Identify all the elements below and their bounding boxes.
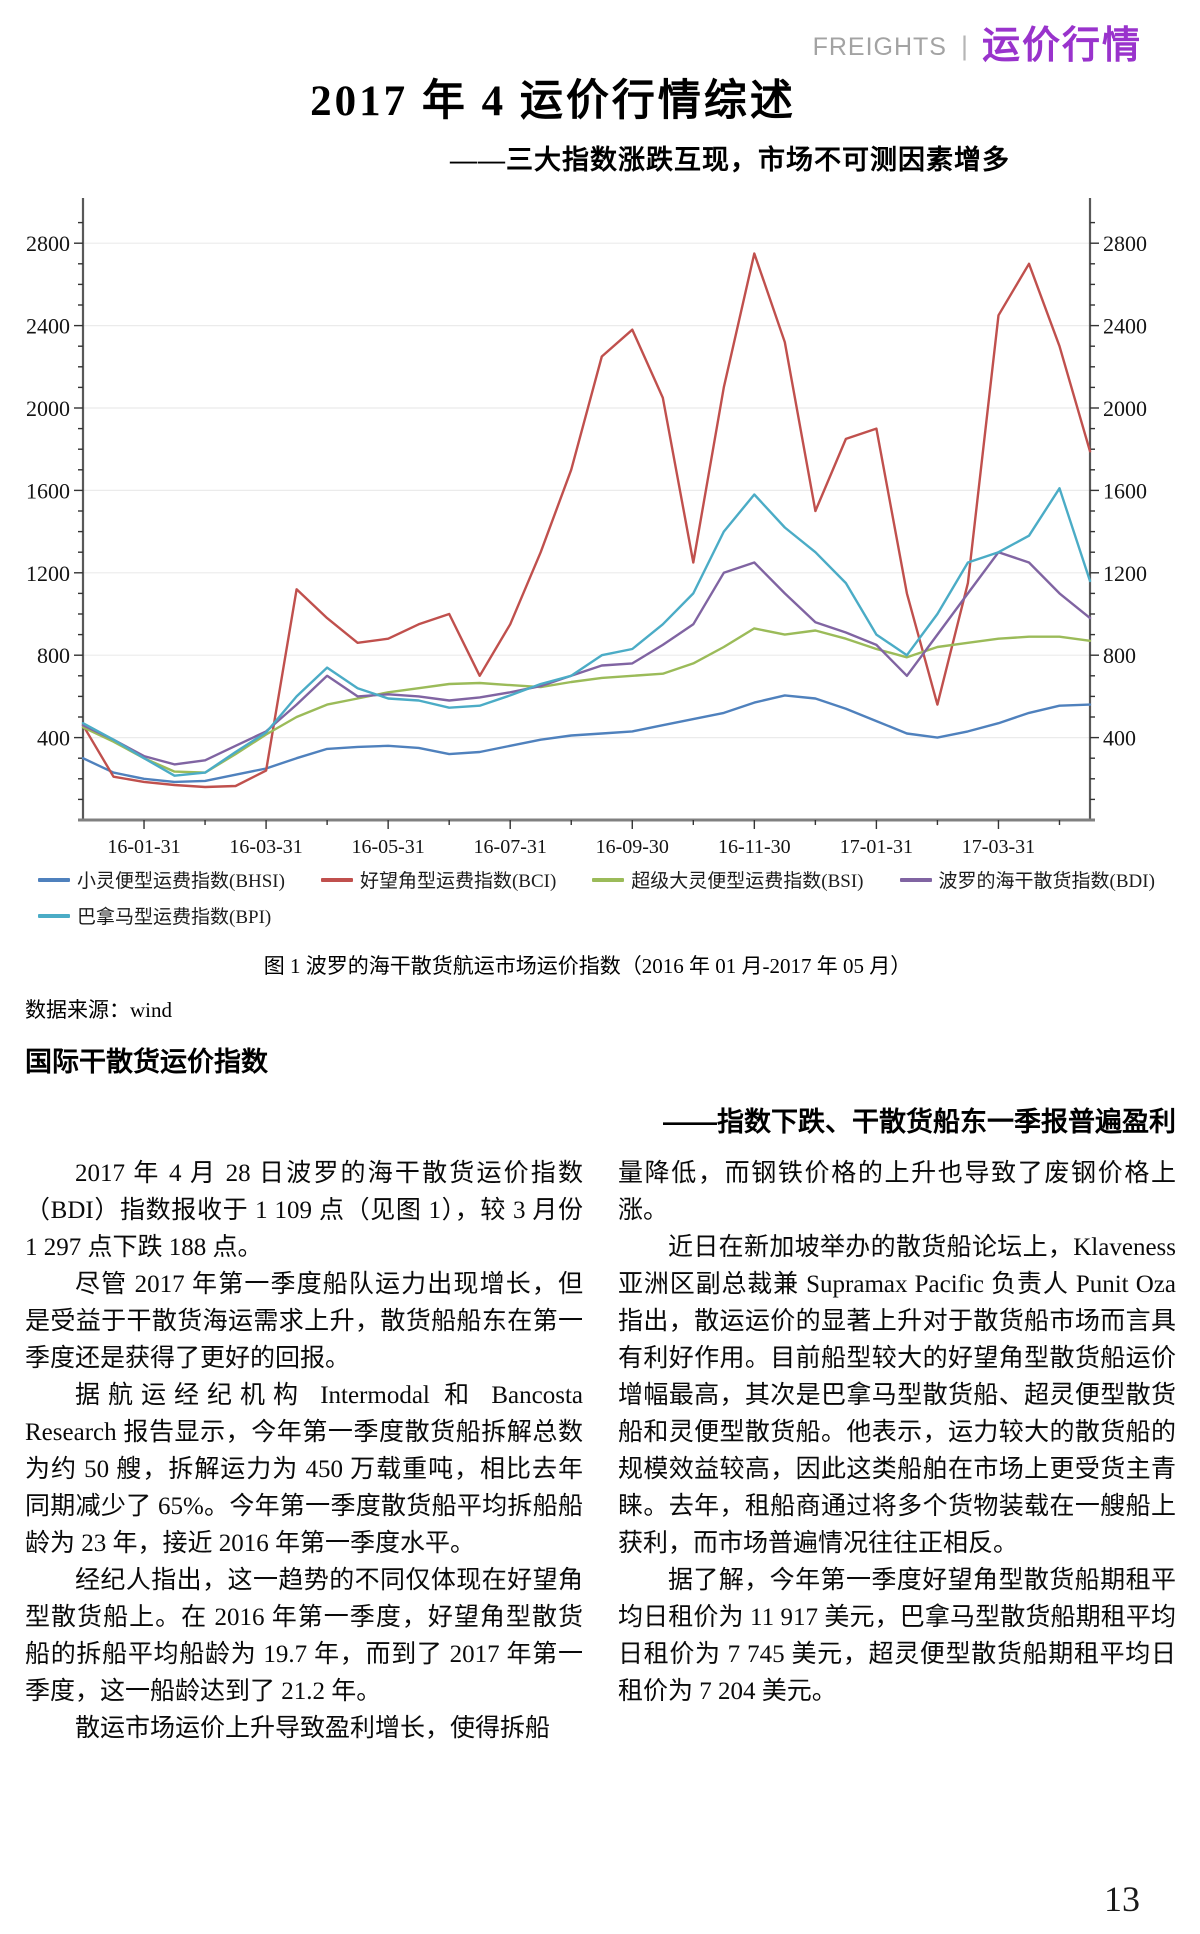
text-column-left: 2017 年 4 月 28 日波罗的海干散货运价指数（BDI）指数报收于 1 1… <box>25 1155 583 1747</box>
tick-marks <box>74 221 1099 829</box>
article-subtitle: ——三大指数涨跌互现，市场不可测因素增多 <box>450 145 1010 175</box>
body-paragraph-left: 散运市场运价上升导致盈利增长，使得拆船 <box>75 1715 551 1742</box>
legend-label: 超级大灵便型运费指数(BSI) <box>631 871 864 892</box>
text-column-right: 量降低，而钢铁价格的上升也导致了废钢价格上涨。近日在新加坡举办的散货船论坛上，K… <box>618 1155 1176 1710</box>
svg-text:2000: 2000 <box>1103 396 1147 421</box>
svg-text:800: 800 <box>37 643 70 668</box>
svg-text:17-01-31: 17-01-31 <box>840 836 913 858</box>
legend-label: 波罗的海干散货指数(BDI) <box>938 871 1155 892</box>
section-heading-right: ——指数下跌、干散货船东一季报普遍盈利 <box>663 1107 1176 1137</box>
svg-text:400: 400 <box>1103 726 1136 751</box>
series-line-超级大灵便型运费指数(BSI) <box>81 627 1092 774</box>
legend-line-swatch <box>320 877 353 882</box>
figure-caption: 图 1 波罗的海干散货航运市场运价指数（2016 年 01 月-2017 年 0… <box>263 954 912 978</box>
svg-text:16-01-31: 16-01-31 <box>107 836 180 858</box>
legend-line-swatch <box>38 877 70 882</box>
axes <box>78 198 1095 822</box>
svg-text:17-03-31: 17-03-31 <box>962 836 1035 858</box>
chart-legend: 小灵便型运费指数(BHSI) 好望角型运费指数(BCI) 超级大灵便型运费指数(BS… <box>38 866 1168 938</box>
svg-text:1200: 1200 <box>26 561 70 586</box>
series-line-小灵便型运费指数(BHSI) <box>81 694 1092 784</box>
freight-index-chart: 400 400 800 800 1200 1200 1600 1600 2000 2000 2400… <box>22 190 1172 865</box>
body-paragraph-left: 2017 年 4 月 28 日波罗的海干散货运价指数（BDI）指数报收于 1 1… <box>25 1160 583 1261</box>
series-lines <box>81 252 1092 789</box>
series-line-好望角型运费指数(BCI) <box>81 252 1092 789</box>
series-line-巴拿马型运费指数(BPI) <box>81 487 1092 777</box>
section-heading-left: 国际干散货运价指数 <box>25 1047 268 1077</box>
legend-label: 小灵便型运费指数(BHSI) <box>77 871 285 892</box>
legend-item: 超级大灵便型运费指数(BSI) <box>592 866 864 893</box>
body-paragraph-right: 量降低，而钢铁价格的上升也导致了废钢价格上涨。 <box>618 1160 1176 1224</box>
svg-text:1600: 1600 <box>26 478 70 503</box>
body-paragraph-left: 经纪人指出，这一趋势的不同仅体现在好望角型散货船上。在 2016 年第一季度，好… <box>25 1567 583 1705</box>
section-label-zh: 运价行情 <box>981 25 1142 67</box>
body-paragraph-right: 近日在新加坡举办的散货船论坛上，Klaveness 亚洲区副总裁兼 Supram… <box>618 1234 1176 1557</box>
svg-text:2800: 2800 <box>1103 231 1147 256</box>
svg-text:16-05-31: 16-05-31 <box>351 836 424 858</box>
header-divider: | <box>960 31 968 61</box>
legend-label: 好望角型运费指数(BCI) <box>359 871 557 892</box>
grid-lines <box>83 242 1090 739</box>
svg-text:2800: 2800 <box>26 231 70 256</box>
svg-text:800: 800 <box>1103 643 1136 668</box>
data-source: 数据来源：wind <box>25 998 172 1022</box>
svg-text:2400: 2400 <box>1103 314 1147 339</box>
legend-item: 好望角型运费指数(BCI) <box>320 866 557 893</box>
legend-item: 巴拿马型运费指数(BPI) <box>38 902 271 929</box>
svg-text:2000: 2000 <box>26 396 70 421</box>
body-paragraph-right: 据了解，今年第一季度好望角型散货船期租平均日租价为 11 917 美元，巴拿马型… <box>618 1567 1176 1705</box>
section-label-en: FREIGHTS <box>812 33 947 61</box>
axis-labels: 400 400 800 800 1200 1200 1600 1600 2000 2000 2400… <box>26 231 1147 858</box>
series-line-波罗的海干散货指数(BDI) <box>81 551 1092 766</box>
page-number: 13 <box>1104 1879 1140 1919</box>
svg-text:400: 400 <box>37 726 70 751</box>
svg-text:16-03-31: 16-03-31 <box>229 836 302 858</box>
body-paragraph-left: 尽管 2017 年第一季度船队运力出现增长，但是受益于干散货海运需求上升，散货船… <box>25 1271 583 1372</box>
legend-row-2: 巴拿马型运费指数(BPI) <box>38 902 1168 929</box>
legend-item: 小灵便型运费指数(BHSI) <box>38 866 285 893</box>
article-title: 2017 年 4 运价行情综述 <box>310 78 796 125</box>
line-chart-canvas: 400 400 800 800 1200 1200 1600 1600 2000 2000 2400… <box>26 198 1147 858</box>
svg-text:1200: 1200 <box>1103 561 1147 586</box>
legend-line-swatch <box>592 877 625 882</box>
svg-text:16-11-30: 16-11-30 <box>718 836 791 858</box>
legend-line-swatch <box>38 913 70 918</box>
body-paragraph-left: 据航运经纪机构 Intermodal 和 Bancosta Research 报… <box>25 1382 583 1557</box>
legend-label: 巴拿马型运费指数(BPI) <box>77 907 272 928</box>
svg-text:16-07-31: 16-07-31 <box>474 836 547 858</box>
legend-item: 波罗的海干散货指数(BDI) <box>899 866 1155 893</box>
legend-line-swatch <box>899 877 932 882</box>
svg-text:1600: 1600 <box>1103 478 1147 503</box>
legend-row-1: 小灵便型运费指数(BHSI) 好望角型运费指数(BCI) 超级大灵便型运费指数(BS… <box>38 866 1168 893</box>
svg-text:2400: 2400 <box>26 314 70 339</box>
svg-text:16-09-30: 16-09-30 <box>596 836 669 858</box>
page-header: FREIGHTS | 运价行情 <box>813 14 1142 69</box>
